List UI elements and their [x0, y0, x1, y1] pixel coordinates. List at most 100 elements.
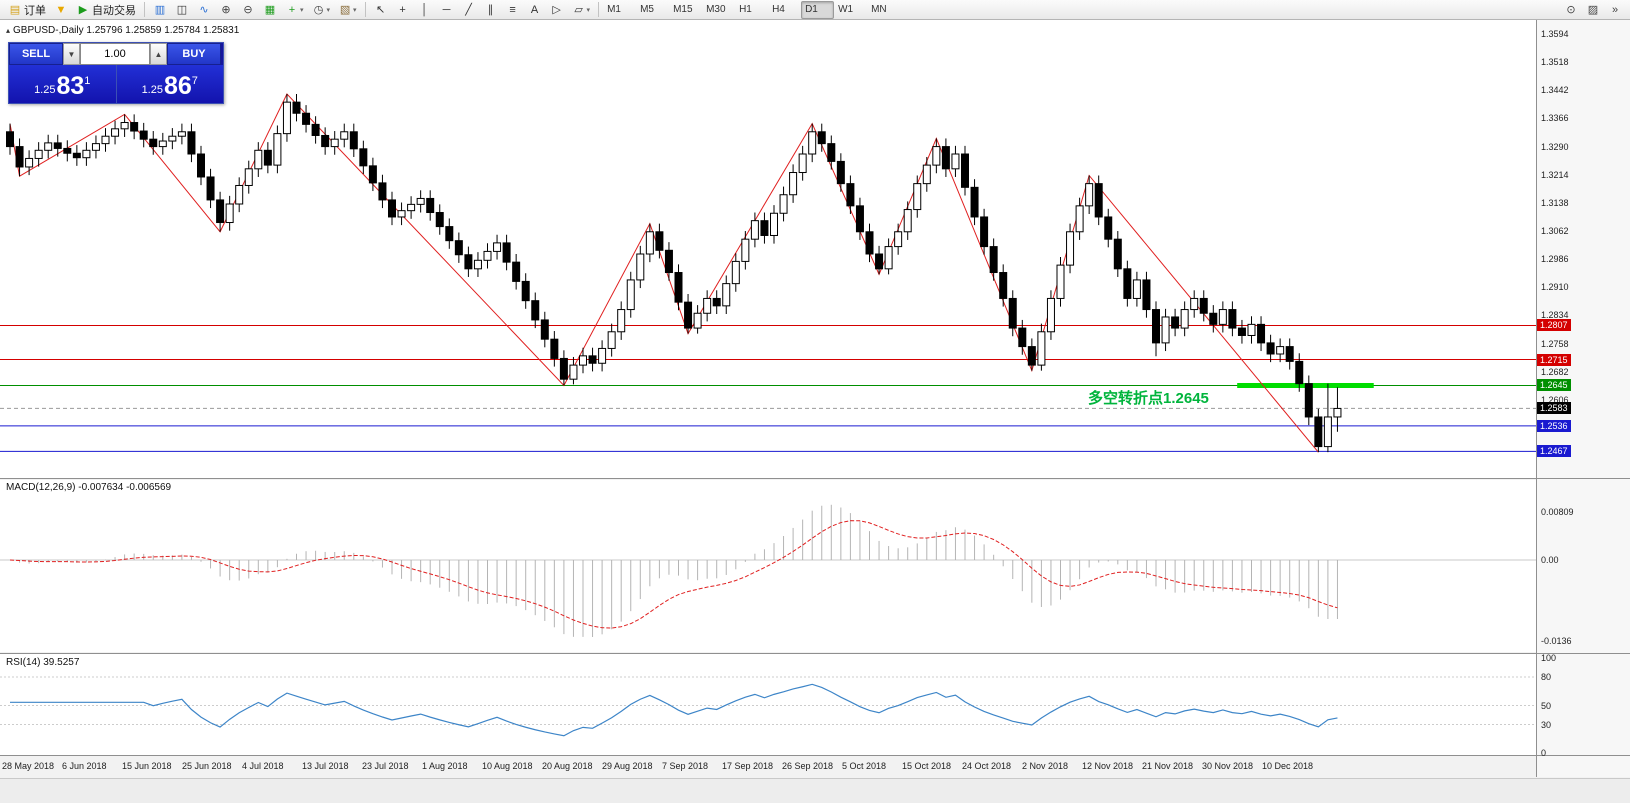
timeframe-m5-label: M5	[640, 3, 654, 15]
text-button[interactable]: A	[524, 0, 546, 20]
macd-axis-label: 0.00809	[1541, 506, 1574, 517]
price-axis-label: 1.3214	[1541, 169, 1569, 180]
date-axis-label: 10 Aug 2018	[482, 761, 533, 771]
timeframe-m1-button[interactable]: M1	[603, 1, 636, 19]
price-tag: 1.2583	[1537, 402, 1571, 415]
volume-increase-button[interactable]: ▲	[150, 43, 167, 65]
turning-point-annotation[interactable]: 多空转折点1.2645	[1088, 390, 1209, 407]
price-axis-label: 1.2910	[1541, 282, 1569, 293]
ask-big-digits: 86	[163, 72, 192, 100]
macd-label: MACD(12,26,9) -0.007634 -0.006569	[6, 482, 172, 493]
ask-price-display[interactable]: 1.25 86 7	[116, 65, 223, 103]
timeframe-m15-button[interactable]: M15	[669, 1, 702, 19]
shapes-button[interactable]: ▱ ▾	[568, 0, 595, 20]
line-chart-icon: ∿	[199, 3, 209, 16]
timeframe-h4-button[interactable]: H4	[768, 1, 801, 19]
line-chart-button[interactable]: ∿	[193, 0, 215, 20]
search-button[interactable]: ⊙	[1560, 0, 1582, 20]
timeframe-m1-label: M1	[607, 3, 621, 15]
bid-price-display[interactable]: 1.25 83 1	[9, 65, 117, 103]
autotrade-button[interactable]: ▶ 自动交易	[72, 0, 140, 20]
data-window-button[interactable]: ▨	[1582, 0, 1604, 20]
chart-header: ▴ GBPUSD-,Daily 1.25796 1.25859 1.25784 1…	[6, 25, 239, 36]
panel-separator[interactable]	[0, 478, 1630, 479]
price-tag: 1.2715	[1537, 353, 1571, 366]
ohlc-readout: 1.25796 1.25859 1.25784 1.25831	[86, 25, 240, 36]
channel-button[interactable]: ∥	[480, 0, 502, 20]
price-axis-label: 1.3290	[1541, 141, 1569, 152]
tile-windows-icon: ▦	[264, 3, 276, 16]
candlestick-icon: ◫	[176, 3, 188, 16]
date-axis-label: 15 Oct 2018	[902, 761, 952, 771]
price-axis-label: 1.2834	[1541, 310, 1569, 321]
timeframe-h4-label: H4	[772, 3, 785, 15]
sell-button[interactable]: SELL	[9, 43, 63, 65]
volume-decrease-button[interactable]: ▼	[63, 43, 80, 65]
timeframe-d1-button[interactable]: D1	[801, 0, 835, 19]
timeframe-mn-label: MN	[871, 3, 887, 15]
candlestick-button[interactable]: ◫	[171, 0, 193, 20]
price-axis-label: 1.2986	[1541, 254, 1569, 265]
main-chart-panel[interactable]	[0, 20, 1536, 478]
zoom-in-button[interactable]: ⊕	[215, 0, 237, 20]
tile-windows-button[interactable]: ▦	[259, 0, 281, 20]
price-tag: 1.2645	[1537, 379, 1571, 392]
axis-separator	[1536, 20, 1537, 777]
funnel-icon: ▼	[55, 3, 67, 16]
bar-chart-button[interactable]: ▥	[149, 0, 171, 20]
timeframe-m30-button[interactable]: M30	[702, 1, 735, 19]
zoom-out-button[interactable]: ⊖	[237, 0, 259, 20]
horizontal-line-button[interactable]: ─	[436, 0, 458, 20]
rsi-axis-label: 0	[1541, 748, 1547, 758]
price-tag: 1.2467	[1537, 445, 1571, 458]
panel-separator[interactable]	[0, 653, 1630, 654]
overflow-button[interactable]: »	[1604, 0, 1626, 20]
macd-axis-label: 0.00	[1541, 555, 1559, 565]
date-axis-label: 17 Sep 2018	[722, 761, 774, 771]
toolbar-separator	[144, 2, 145, 17]
trendline-icon: ╱	[465, 3, 472, 16]
date-axis-label: 29 Aug 2018	[602, 761, 653, 771]
chevron-down-icon: ▾	[586, 6, 591, 14]
date-axis-label: 15 Jun 2018	[122, 761, 172, 771]
price-axis-label: 1.2682	[1541, 366, 1569, 377]
trendline-button[interactable]: ╱	[458, 0, 480, 20]
funnel-button[interactable]: ▼	[50, 0, 72, 20]
price-tag: 1.2536	[1537, 419, 1571, 432]
crosshair-button[interactable]: +	[392, 0, 414, 20]
macd-panel[interactable]	[0, 480, 1536, 652]
zoom-in-icon: ⊕	[221, 3, 231, 16]
rsi-axis-label: 100	[1541, 653, 1557, 663]
rsi-axis-label: 30	[1541, 719, 1552, 730]
price-axis-label: 1.3442	[1541, 85, 1569, 96]
vertical-line-button[interactable]: │	[414, 0, 436, 20]
timeframe-m15-label: M15	[673, 3, 693, 15]
autotrade-label: 自动交易	[92, 4, 136, 17]
timeframe-mn-button[interactable]: MN	[867, 1, 900, 19]
timeframe-w1-button[interactable]: W1	[834, 1, 867, 19]
price-axis-column[interactable]	[1536, 20, 1630, 777]
zoom-out-icon: ⊖	[243, 3, 253, 16]
period-button[interactable]: ◷ ▾	[308, 0, 335, 20]
date-axis-label: 26 Sep 2018	[782, 761, 834, 771]
indicators-button[interactable]: + ▾	[281, 0, 308, 20]
timeframe-m5-button[interactable]: M5	[636, 1, 669, 19]
toolbar: ▤ 订单 ▼ ▶ 自动交易 ▥ ◫ ∿ ⊕ ⊖ ▦ + ▾ ◷ ▾ ▧ ▾ ↖ + │ ─ ╱ ∥ ≡ A ▷ ▱ ▾ M1 M5 M15 M…	[0, 0, 1630, 20]
rsi-panel[interactable]	[0, 654, 1536, 755]
bottom-strip	[0, 778, 1630, 803]
arrow-icon: ▷	[552, 3, 561, 16]
fibonacci-button[interactable]: ≡	[502, 0, 524, 20]
timeframe-h1-button[interactable]: H1	[735, 1, 768, 19]
date-axis-label: 12 Nov 2018	[1082, 761, 1134, 771]
vertical-line-icon: │	[421, 3, 428, 16]
timeframe-h1-label: H1	[739, 3, 752, 15]
new-order-button[interactable]: ▤ 订单	[4, 0, 50, 20]
volume-input[interactable]	[80, 43, 150, 65]
cursor-button[interactable]: ↖	[370, 0, 392, 20]
indicators-icon: +	[288, 3, 296, 16]
crosshair-icon: +	[399, 3, 406, 16]
template-button[interactable]: ▧ ▾	[334, 0, 361, 20]
arrow-button[interactable]: ▷	[546, 0, 568, 20]
buy-button[interactable]: BUY	[167, 43, 221, 65]
timeframe-w1-label: W1	[838, 3, 854, 15]
